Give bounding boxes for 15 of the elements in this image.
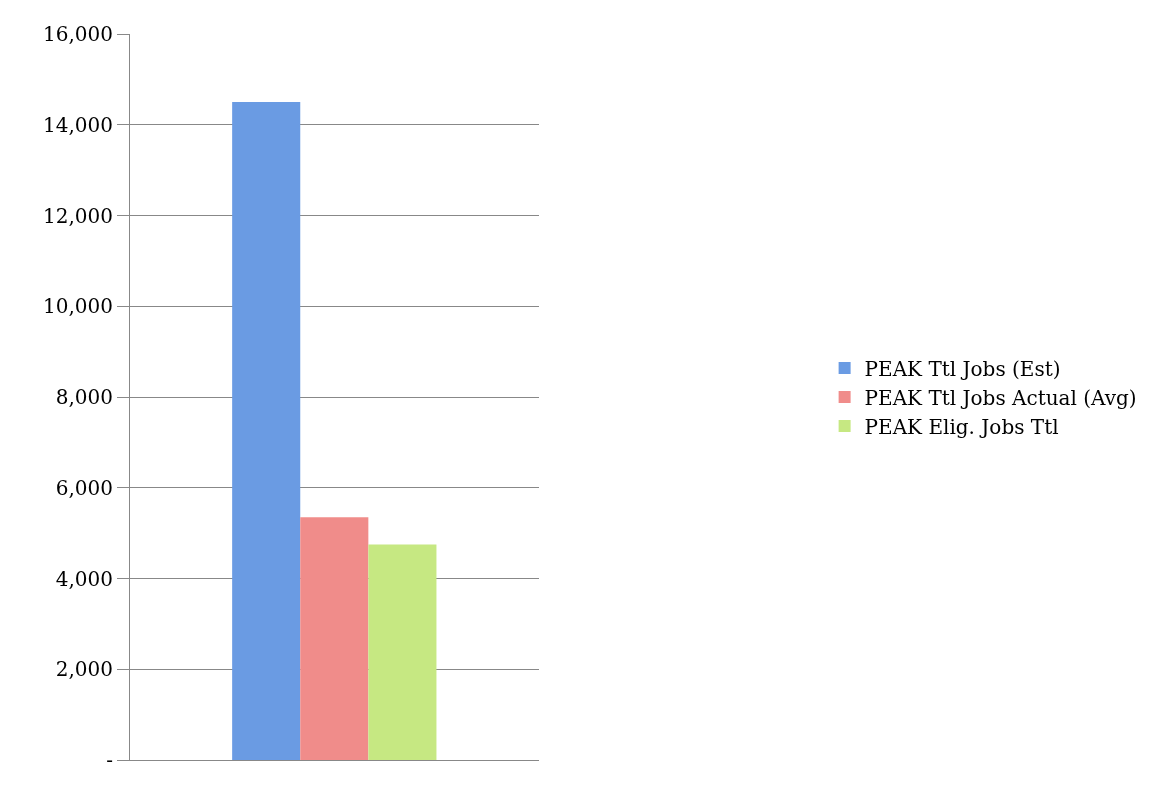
bar [232, 102, 301, 760]
y-tick-label: 4,000 [55, 566, 113, 591]
y-tick-label: 10,000 [43, 294, 113, 319]
y-tick-label: 6,000 [55, 475, 113, 500]
legend-label: PEAK Elig. Jobs Ttl [864, 414, 1059, 439]
legend-label: PEAK Ttl Jobs Actual (Avg) [864, 385, 1137, 410]
y-tick-label: 12,000 [43, 203, 113, 228]
legend-label: PEAK Ttl Jobs (Est) [864, 356, 1061, 381]
y-tick-label: 14,000 [43, 112, 113, 137]
y-tick-label: 8,000 [55, 385, 113, 409]
bar [368, 544, 437, 760]
y-tick-label: 2,000 [55, 657, 113, 682]
bar [300, 517, 369, 760]
y-tick-label: - [106, 748, 113, 772]
y-tick-label: 16,000 [43, 22, 113, 46]
